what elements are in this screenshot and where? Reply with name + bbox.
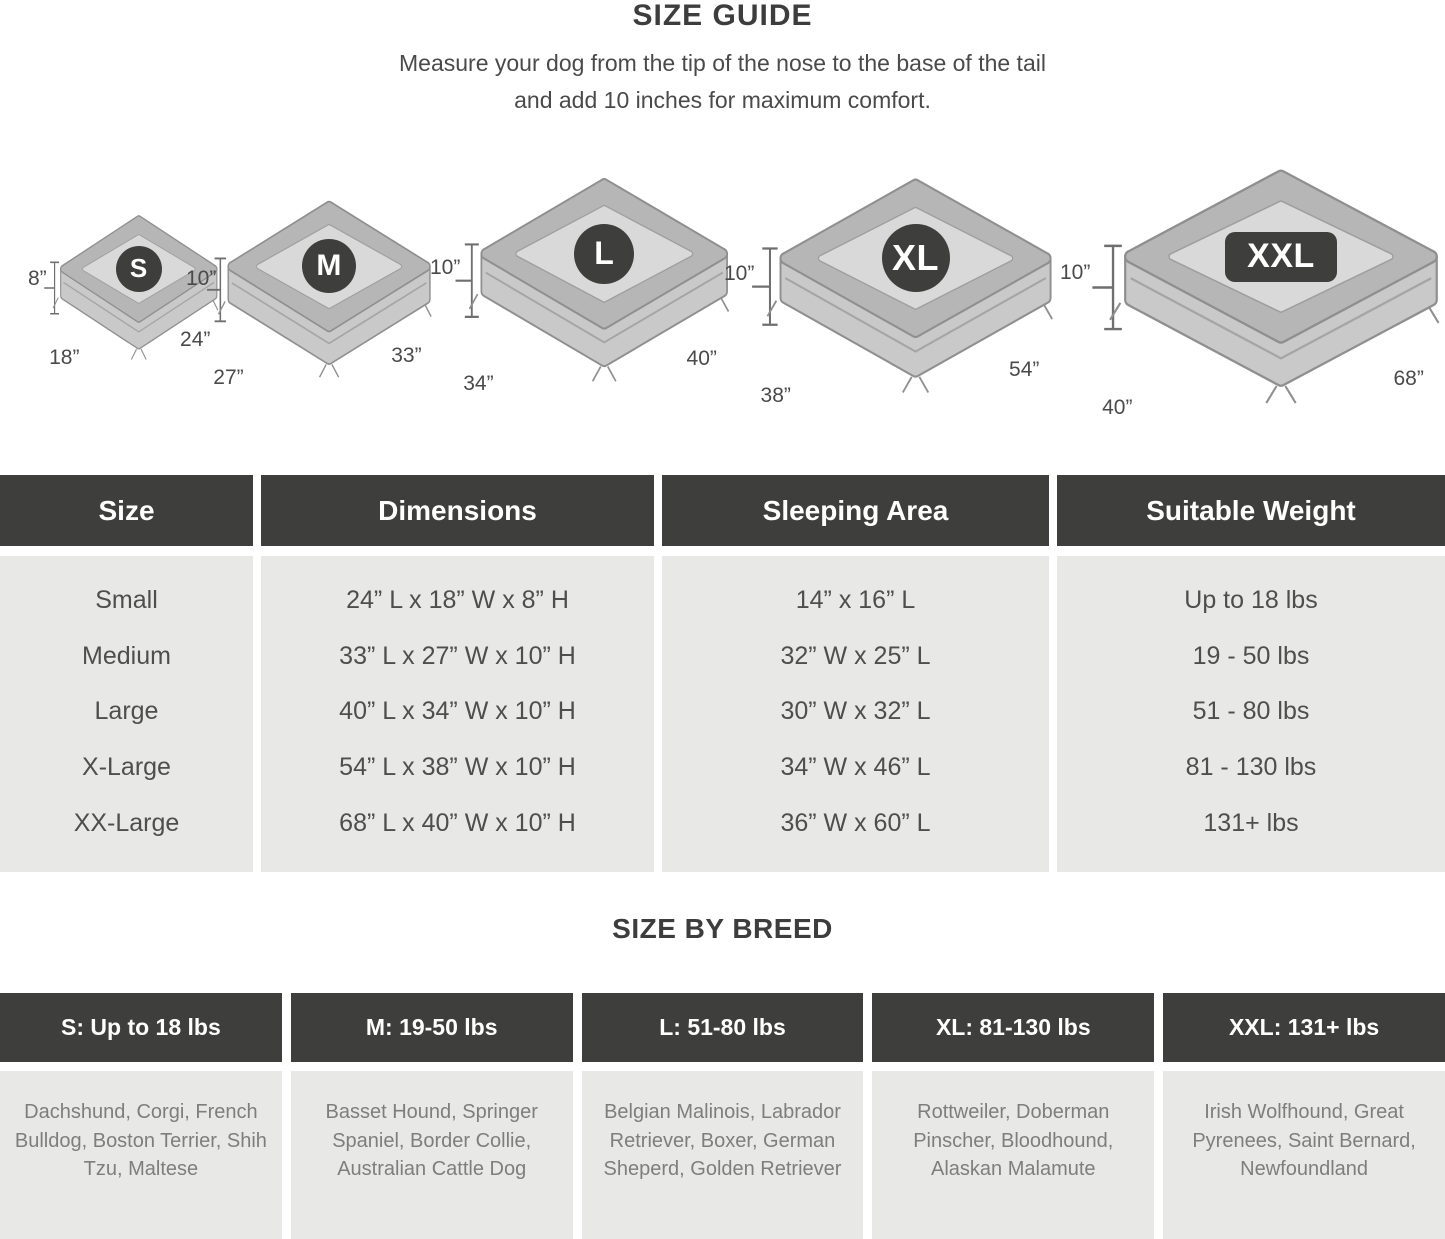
- breed-column-breeds: Basset Hound, Springer Spaniel, Border C…: [290, 1071, 573, 1239]
- size-table-cell: 34” W x 46” L: [780, 753, 931, 782]
- size-table-column-header: Sleeping Area: [662, 475, 1049, 546]
- bed-width-label: 27”: [213, 366, 244, 389]
- bed-diagram-s: S 8” 18” 24”: [28, 208, 220, 370]
- page-title: SIZE GUIDE: [632, 0, 813, 32]
- bed-width-label: 18”: [49, 346, 80, 369]
- size-table-cell: 81 - 130 lbs: [1185, 753, 1317, 782]
- bed-size-badge: XXL: [1224, 231, 1337, 282]
- bed-width-label: 38”: [760, 384, 791, 407]
- size-table-header-row: Size Dimensions Sleeping Area Suitable Weig…: [0, 475, 1445, 546]
- size-table-column: Up to 18 lbs 19 - 50 lbs 51 - 80 lbs 81 - 1…: [1057, 556, 1445, 872]
- size-table-cell: Medium: [82, 641, 171, 670]
- dimension-ticks: [468, 293, 730, 382]
- bed-length-label: 24”: [180, 328, 211, 352]
- bed-illustration: [1092, 169, 1440, 404]
- bed-diagrams: S 8” 18” 24” M 10” 27” 33” L 10” 34” 40” XL 10” 38” 54”…: [0, 150, 1445, 430]
- size-table-cell: X-Large: [82, 753, 171, 782]
- bed-length-label: 68”: [1393, 367, 1424, 391]
- bed-size-badge: M: [302, 239, 357, 294]
- breed-column-breeds: Dachshund, Corgi, French Bulldog, Boston…: [0, 1071, 282, 1239]
- height-bracket: [1092, 244, 1122, 331]
- subtitle-line1: Measure your dog from the tip of the nos…: [399, 50, 1046, 76]
- dimension-ticks: [217, 301, 432, 378]
- height-bracket: [44, 261, 60, 315]
- header: SIZE GUIDE Measure your dog from the tip…: [0, 0, 1445, 119]
- size-table-cell: XX-Large: [73, 808, 180, 837]
- subtitle-line2: and add 10 inches for maximum comfort.: [514, 87, 931, 113]
- size-table: Size Dimensions Sleeping Area Suitable Weig…: [0, 475, 1445, 872]
- breed-section-title: SIZE BY BREED: [612, 913, 833, 944]
- size-table-cell: 51 - 80 lbs: [1192, 697, 1310, 726]
- bed-size-badge: S: [115, 245, 162, 292]
- breed-column-breeds: Irish Wolfhound, Great Pyrenees, Saint B…: [1163, 1071, 1445, 1239]
- bed-height-label: 10”: [724, 261, 755, 285]
- size-table-cell: Up to 18 lbs: [1184, 586, 1318, 615]
- size-table-cell: 19 - 50 lbs: [1192, 641, 1310, 670]
- size-table-cell: 24” L x 18” W x 8” H: [346, 586, 569, 615]
- size-table-cell: 54” L x 38” W x 10” H: [339, 753, 576, 782]
- breed-column-header: L: 51-80 lbs: [581, 993, 864, 1062]
- bed-length-label: 33”: [391, 344, 422, 368]
- size-table-cell: 40” L x 34” W x 10” H: [339, 697, 576, 726]
- size-table-column-header: Size: [0, 475, 253, 546]
- bed-length-label: 54”: [1009, 357, 1040, 381]
- size-table-cell: 32” W x 25” L: [780, 641, 931, 670]
- breed-column-breeds: Belgian Malinois, Labrador Retriever, Bo…: [581, 1071, 864, 1239]
- dimension-ticks: [52, 297, 219, 360]
- size-table-column-header: Dimensions: [261, 475, 654, 546]
- breed-columns: S: Up to 18 lbs M: 19-50 lbs L: 51-80 lbs X…: [0, 993, 1445, 1239]
- size-table-body: Small Medium Large X-Large XX-Large 24” L x 1…: [0, 556, 1445, 872]
- size-table-column-header: Suitable Weight: [1057, 475, 1445, 546]
- dimension-ticks: [766, 300, 1053, 394]
- breed-column-header: S: Up to 18 lbs: [0, 993, 282, 1062]
- size-table-column: 24” L x 18” W x 8” H 33” L x 27” W x 10” …: [261, 556, 654, 872]
- size-table-cell: 36” W x 60” L: [780, 808, 931, 837]
- size-table-cell: 30” W x 32” L: [780, 697, 931, 726]
- bed-size-badge: L: [574, 223, 635, 284]
- height-bracket: [455, 243, 479, 318]
- breed-column-breeds: Rottweiler, Doberman Pinscher, Bloodhoun…: [872, 1071, 1155, 1239]
- bed-bolster-rim: [60, 215, 218, 323]
- bed-bolster-rim: [227, 200, 431, 333]
- bed-length-label: 40”: [686, 346, 717, 370]
- size-table-cell: Large: [94, 697, 159, 726]
- bed-height-label: 10”: [186, 267, 217, 291]
- bed-diagram-m: M 10” 27” 33”: [186, 192, 434, 390]
- bed-size-badge: XL: [881, 224, 950, 293]
- breed-column-header: M: 19-50 lbs: [290, 993, 573, 1062]
- height-bracket: [752, 247, 778, 326]
- size-table-column: Small Medium Large X-Large XX-Large: [0, 556, 253, 872]
- size-table-cell: 14” x 16” L: [795, 586, 916, 615]
- breed-column-header: XL: 81-130 lbs: [872, 993, 1155, 1062]
- bed-width-label: 40”: [1102, 396, 1133, 419]
- bed-height-label: 10”: [1060, 261, 1091, 285]
- bed-illustration: [752, 178, 1053, 394]
- bed-height-label: 8”: [28, 267, 47, 291]
- dimension-ticks: [1109, 302, 1440, 404]
- bed-illustration: [44, 215, 219, 360]
- size-table-cell: 33” L x 27” W x 10” H: [339, 641, 576, 670]
- size-table-cell: 131+ lbs: [1203, 808, 1299, 837]
- size-table-column: 14” x 16” L 32” W x 25” L 30” W x 32” L 34”…: [662, 556, 1049, 872]
- bed-height-label: 10”: [430, 256, 461, 280]
- bed-width-label: 34”: [463, 372, 494, 395]
- bed-diagram-xl: XL 10” 38” 54”: [724, 168, 1056, 408]
- height-bracket: [206, 257, 227, 323]
- bed-diagram-l: L 10” 34” 40”: [430, 168, 732, 396]
- size-table-cell: Small: [95, 586, 158, 615]
- size-table-cell: 68” L x 40” W x 10” H: [339, 808, 576, 837]
- bed-diagram-xxl: XXL 10” 40” 68”: [1060, 158, 1443, 420]
- breed-column-header: XXL: 131+ lbs: [1163, 993, 1445, 1062]
